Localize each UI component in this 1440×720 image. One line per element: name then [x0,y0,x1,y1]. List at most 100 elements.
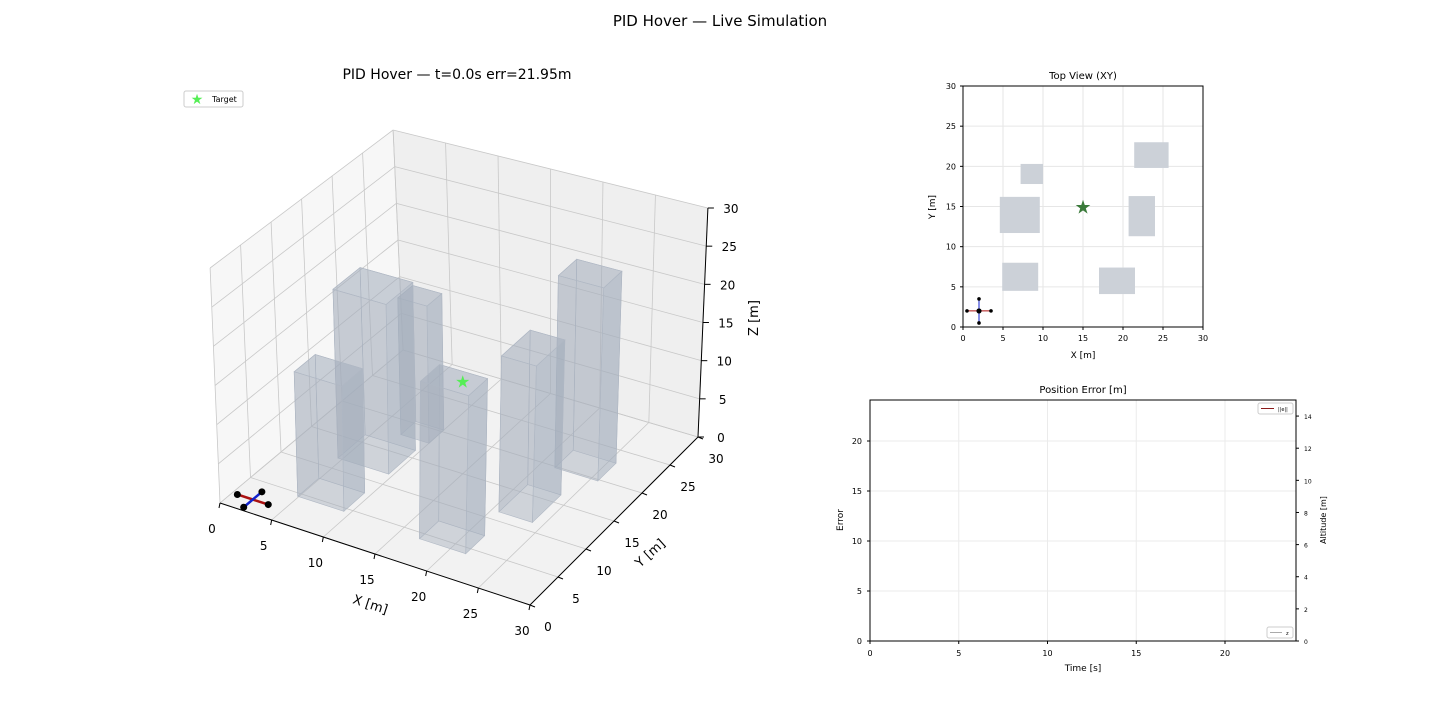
x-tick-label: 5 [260,539,268,553]
z-tick-label: 0 [717,431,725,445]
y-tick [613,520,620,524]
building-face [385,281,416,475]
x-tick [425,570,428,577]
building-face [293,371,345,512]
top-x-tick-label: 0 [960,334,965,343]
y-tick-label: 0 [544,620,552,634]
top-y-tick-label: 10 [946,243,956,252]
building-face [332,267,414,305]
altitude-tick-label: 10 [1304,478,1312,485]
z-tick-label: 25 [722,240,737,254]
y-tick-label: 25 [680,480,695,494]
y-tick [641,492,648,496]
altitude-tick-label: 4 [1304,575,1308,582]
target-star-icon: ★ [455,372,470,392]
top-y-tick-label: 15 [946,203,956,212]
building [498,329,566,524]
error-y-tick-label: 15 [852,487,862,496]
z-tick-label: 10 [717,355,732,369]
building-face [341,368,365,512]
drone-rotor [264,501,272,509]
top-building [1020,163,1043,185]
x-tick-label: 30 [514,624,529,638]
x-tick-label: 10 [308,556,323,570]
building-face [465,377,488,555]
top-x-tick-label: 10 [1038,334,1048,343]
error-x-tick-label: 0 [867,649,872,658]
top-view-axes: Top View (XY) ★ 0 5 10 15 20 25 30 0 5 10 15 20 25 30… [928,71,1208,361]
x-tick-label: 20 [411,590,426,604]
building-face [557,258,623,289]
building [419,363,489,555]
top-x-tick-label: 25 [1158,334,1168,343]
top-building [1002,262,1039,291]
back-grid-z [393,129,708,209]
z-tick-label: 5 [719,393,727,407]
legend-error-label: ||e|| [1278,407,1288,413]
x-tick [476,587,479,594]
top-building [999,196,1040,234]
top-drone-rotor [976,308,982,314]
y-tick [557,576,564,580]
top-target-star-icon: ★ [1074,197,1091,219]
x-tick [321,536,324,543]
y-tick-label: 20 [652,508,667,522]
building-face [293,354,364,387]
legend-target-label: Target [211,95,237,104]
y-tick-label: 15 [624,536,639,550]
left-grid-z [211,166,395,308]
top-y-tick-label: 5 [951,283,956,292]
x-tick-label: 25 [463,607,478,621]
legend-z-label: z [1286,631,1289,637]
error-x-tick-label: 5 [956,649,961,658]
z-tick-label: 30 [723,202,738,216]
3d-legend: ★ Target [183,90,244,108]
legend-star-icon: ★ [191,92,204,108]
top-drone-rotor [977,297,981,301]
altitude-tick-label: 2 [1304,607,1308,614]
error-title: Position Error [m] [1039,385,1126,396]
error-x-tick-label: 10 [1042,649,1052,658]
top-x-tick-label: 30 [1198,334,1208,343]
building [554,258,623,482]
x-tick-label: 15 [359,573,374,587]
top-drone-rotor [989,309,993,313]
y-tick-label: 10 [596,564,611,578]
top-y-tick-label: 30 [946,82,956,91]
error-x-tick-label: 20 [1220,649,1230,658]
building [293,353,365,512]
error-y-tick-label: 10 [852,537,862,546]
figure-title: PID Hover — Live Simulation [613,12,827,30]
building-face [498,355,537,523]
drone-rotor [258,488,266,496]
y-tick [529,604,536,608]
x-tick-label: 0 [208,522,216,536]
error-axes: Position Error [m] 0 5 10 15 20 0 5 10 15 20 0 2 4 6 8… [836,385,1328,674]
top-drone-rotor [977,321,981,325]
3d-zlabel: Z [m] [747,300,762,336]
top-view-title: Top View (XY) [1048,71,1117,82]
y-tick-label: 5 [572,592,580,606]
error-y-tick-label: 5 [857,587,862,596]
top-y-tick-label: 0 [951,323,956,332]
drone-arm-y [242,490,263,509]
building-face [419,380,469,555]
top-x-tick-label: 15 [1078,334,1088,343]
y-tick [585,548,592,552]
drone-rotor [240,503,248,511]
top-x-tick-label: 5 [1000,334,1005,343]
error-x-tick-label: 15 [1131,649,1141,658]
top-y-tick-label: 25 [946,122,956,131]
drone-rotor [233,490,241,498]
error-xlabel: Time [s] [1064,664,1102,674]
back-grid-z [394,166,707,247]
z-tick-label: 15 [718,317,733,331]
top-building [1128,196,1155,237]
error-y-tick-label: 0 [857,637,862,646]
top-drone-rotor [965,309,969,313]
altitude-tick-label: 6 [1304,543,1308,550]
error-legend: ||e|| [1257,402,1294,415]
error-ylabel: Error [836,509,846,531]
y-tick-label: 30 [708,452,723,466]
top-y-tick-label: 20 [946,162,956,171]
